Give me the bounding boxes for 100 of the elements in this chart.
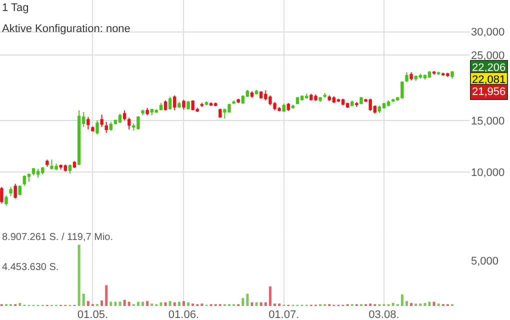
chart-subtitle: 1 Tag	[2, 2, 29, 14]
candlestick	[355, 102, 358, 108]
candlestick	[159, 102, 163, 111]
candlestick	[378, 104, 382, 114]
candlestick	[214, 102, 218, 107]
candlestick	[346, 102, 350, 109]
candlestick	[146, 107, 149, 116]
bar	[264, 302, 267, 306]
bar	[182, 301, 185, 306]
candlestick	[32, 167, 36, 176]
candlestick	[178, 102, 181, 108]
text: 21,956	[472, 86, 506, 98]
candlestick	[164, 100, 168, 111]
bar	[168, 301, 172, 306]
candlestick	[432, 70, 436, 76]
candlestick	[141, 109, 144, 116]
candlestick	[0, 186, 4, 204]
annotation: Aktive Konfiguration: none	[2, 23, 130, 35]
bar	[432, 302, 436, 306]
candlestick	[22, 174, 26, 186]
bar	[178, 302, 180, 306]
y-tick-label: 5,000	[471, 256, 499, 268]
bar	[118, 302, 122, 306]
candlestick	[86, 116, 90, 130]
text: 22,206	[472, 62, 506, 74]
candlestick	[232, 100, 236, 105]
bar	[105, 285, 108, 306]
bar	[123, 300, 126, 306]
bar	[268, 286, 272, 306]
bar	[142, 302, 144, 306]
candlestick	[286, 102, 290, 112]
candlestick	[410, 72, 413, 81]
bar	[100, 300, 104, 306]
bar	[410, 302, 413, 306]
x-tick-label: 03.08.	[368, 309, 400, 320]
annotation: 4.453.630 S.	[2, 262, 59, 273]
x-tick-label: 01.05.	[77, 309, 108, 320]
candlestick	[218, 108, 222, 118]
bar	[78, 244, 80, 306]
candlestick	[204, 100, 208, 106]
bar	[260, 302, 262, 306]
candlestick	[250, 90, 254, 98]
bar	[164, 302, 167, 306]
candlestick	[254, 89, 258, 94]
candlestick	[173, 94, 176, 111]
bar	[400, 294, 404, 306]
bar	[187, 302, 190, 306]
candlestick	[27, 173, 31, 182]
candlestick	[386, 100, 390, 107]
bar	[246, 294, 249, 306]
candlestick	[291, 104, 295, 110]
candlestick	[436, 71, 440, 76]
candlestick	[350, 100, 354, 107]
y-tick-label: 30,000	[471, 26, 505, 39]
annotation: 8.907.261 S. / 119,7 Mio.	[2, 232, 114, 243]
candlestick	[100, 114, 104, 128]
candlestick	[96, 120, 99, 135]
bar	[18, 302, 22, 306]
candlestick	[68, 164, 72, 174]
candlestick	[91, 126, 94, 132]
bar	[82, 294, 85, 306]
candlestick	[122, 110, 126, 121]
candlestick	[104, 121, 108, 134]
text: 22,081	[472, 74, 506, 86]
candlestick	[428, 70, 432, 78]
bar	[242, 298, 244, 306]
candlestick	[282, 103, 286, 113]
bar	[114, 302, 117, 306]
candlestick	[18, 185, 22, 196]
candlestick	[360, 96, 363, 105]
candlestick	[341, 98, 345, 106]
candlestick	[186, 100, 190, 110]
candlestick	[323, 92, 326, 98]
bar	[146, 301, 149, 306]
candlestick	[318, 96, 322, 103]
candlestick	[9, 186, 12, 197]
x-tick-label: 01.07.	[268, 309, 300, 320]
candlestick	[236, 98, 240, 104]
bar	[110, 302, 112, 306]
bar	[424, 302, 426, 306]
candlestick	[109, 121, 113, 132]
candlestick	[4, 194, 8, 206]
candlestick	[423, 74, 427, 80]
bar	[405, 301, 408, 306]
bar	[392, 302, 394, 306]
candlestick	[182, 99, 186, 110]
x-tick-label: 01.06.	[168, 309, 200, 320]
candlestick	[77, 110, 81, 166]
candlestick	[296, 96, 300, 105]
bar	[255, 302, 258, 306]
candlestick	[405, 72, 408, 83]
y-tick-label: 10,000	[471, 167, 505, 180]
bar	[86, 301, 90, 306]
candlestick	[332, 96, 336, 104]
candlestick	[168, 96, 172, 110]
candlestick	[200, 102, 204, 108]
bar	[250, 302, 254, 306]
candlestick	[382, 102, 386, 110]
y-tick-label: 15,000	[471, 115, 505, 128]
bar	[428, 302, 431, 306]
